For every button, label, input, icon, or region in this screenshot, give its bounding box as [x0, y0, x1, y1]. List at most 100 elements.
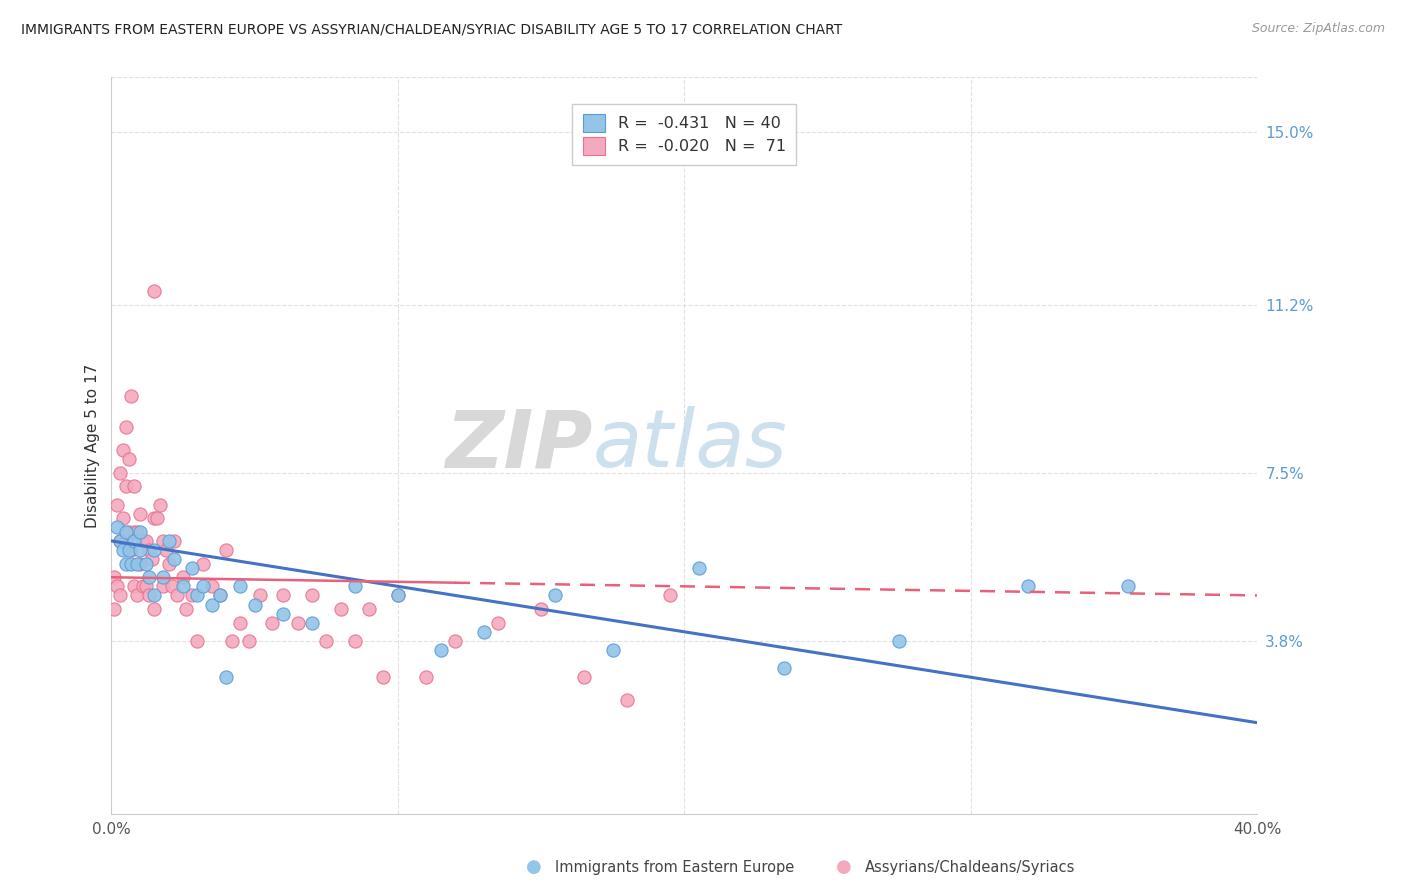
Point [149, 498, 172, 512]
Point [180, 561, 202, 575]
Point [120, 388, 142, 402]
Point [602, 643, 624, 657]
Point [114, 533, 136, 548]
Point [108, 589, 131, 603]
Point [114, 479, 136, 493]
Point [172, 570, 194, 584]
Point [114, 557, 136, 571]
Point [143, 284, 166, 298]
Point [155, 543, 177, 558]
Point [127, 524, 149, 539]
Point [415, 670, 437, 684]
Point [201, 579, 224, 593]
Point [105, 520, 128, 534]
Point [143, 511, 166, 525]
Point [135, 579, 157, 593]
Point [143, 602, 166, 616]
Point [221, 633, 243, 648]
Point [186, 633, 208, 648]
Point [129, 557, 152, 571]
Point [444, 633, 467, 648]
Point [117, 543, 139, 558]
Point [486, 615, 509, 630]
Text: Immigrants from Eastern Europe: Immigrants from Eastern Europe [555, 860, 794, 874]
Point [271, 607, 294, 621]
Point [111, 543, 134, 558]
Point [105, 579, 128, 593]
Text: Assyrians/Chaldeans/Syriacs: Assyrians/Chaldeans/Syriacs [865, 860, 1076, 874]
Point [120, 543, 142, 558]
Point [166, 589, 188, 603]
Point [135, 557, 157, 571]
Point [373, 670, 395, 684]
Point [157, 557, 180, 571]
Point [146, 511, 169, 525]
Point [359, 602, 381, 616]
Point [387, 589, 409, 603]
Point [215, 670, 238, 684]
Text: IMMIGRANTS FROM EASTERN EUROPE VS ASSYRIAN/CHALDEAN/SYRIAC DISABILITY AGE 5 TO 1: IMMIGRANTS FROM EASTERN EUROPE VS ASSYRI… [21, 22, 842, 37]
Point [138, 543, 160, 558]
Point [132, 533, 155, 548]
Point [127, 557, 149, 571]
Point [773, 661, 796, 675]
Point [160, 579, 183, 593]
Point [238, 633, 260, 648]
Point [172, 579, 194, 593]
Point [152, 570, 174, 584]
Point [124, 579, 146, 593]
Point [429, 643, 451, 657]
Point [129, 507, 152, 521]
Point [124, 479, 146, 493]
Point [209, 589, 232, 603]
Point [103, 570, 125, 584]
Point [114, 524, 136, 539]
Y-axis label: Disability Age 5 to 17: Disability Age 5 to 17 [86, 363, 100, 527]
Point [201, 598, 224, 612]
Point [152, 579, 174, 593]
Point [472, 624, 495, 639]
Point [129, 543, 152, 558]
Point [530, 602, 553, 616]
Point [343, 633, 366, 648]
Point [180, 589, 202, 603]
Point [315, 633, 337, 648]
Point [287, 615, 309, 630]
Point [191, 557, 214, 571]
Point [887, 633, 910, 648]
Point [163, 533, 186, 548]
Point [120, 557, 142, 571]
Point [209, 589, 232, 603]
Point [1116, 579, 1139, 593]
Point [249, 589, 271, 603]
Point [103, 602, 125, 616]
Point [132, 579, 155, 593]
Point [124, 524, 146, 539]
Point [271, 589, 294, 603]
Point [152, 533, 174, 548]
Point [138, 589, 160, 603]
Point [260, 615, 283, 630]
Text: atlas: atlas [592, 407, 787, 484]
Point [688, 561, 710, 575]
Point [191, 579, 214, 593]
Point [243, 598, 266, 612]
Point [108, 533, 131, 548]
Point [163, 552, 186, 566]
Point [141, 552, 163, 566]
Legend: R =  -0.431   N = 40, R =  -0.020   N =  71: R = -0.431 N = 40, R = -0.020 N = 71 [572, 103, 796, 165]
Point [329, 602, 352, 616]
Point [343, 579, 366, 593]
Point [658, 589, 681, 603]
Point [616, 693, 638, 707]
Point [117, 452, 139, 467]
Point [127, 589, 149, 603]
Text: ●: ● [835, 858, 852, 876]
Point [1017, 579, 1039, 593]
Point [301, 615, 323, 630]
Point [215, 543, 238, 558]
Point [544, 589, 567, 603]
Point [114, 420, 136, 434]
Point [387, 589, 409, 603]
Point [301, 589, 323, 603]
